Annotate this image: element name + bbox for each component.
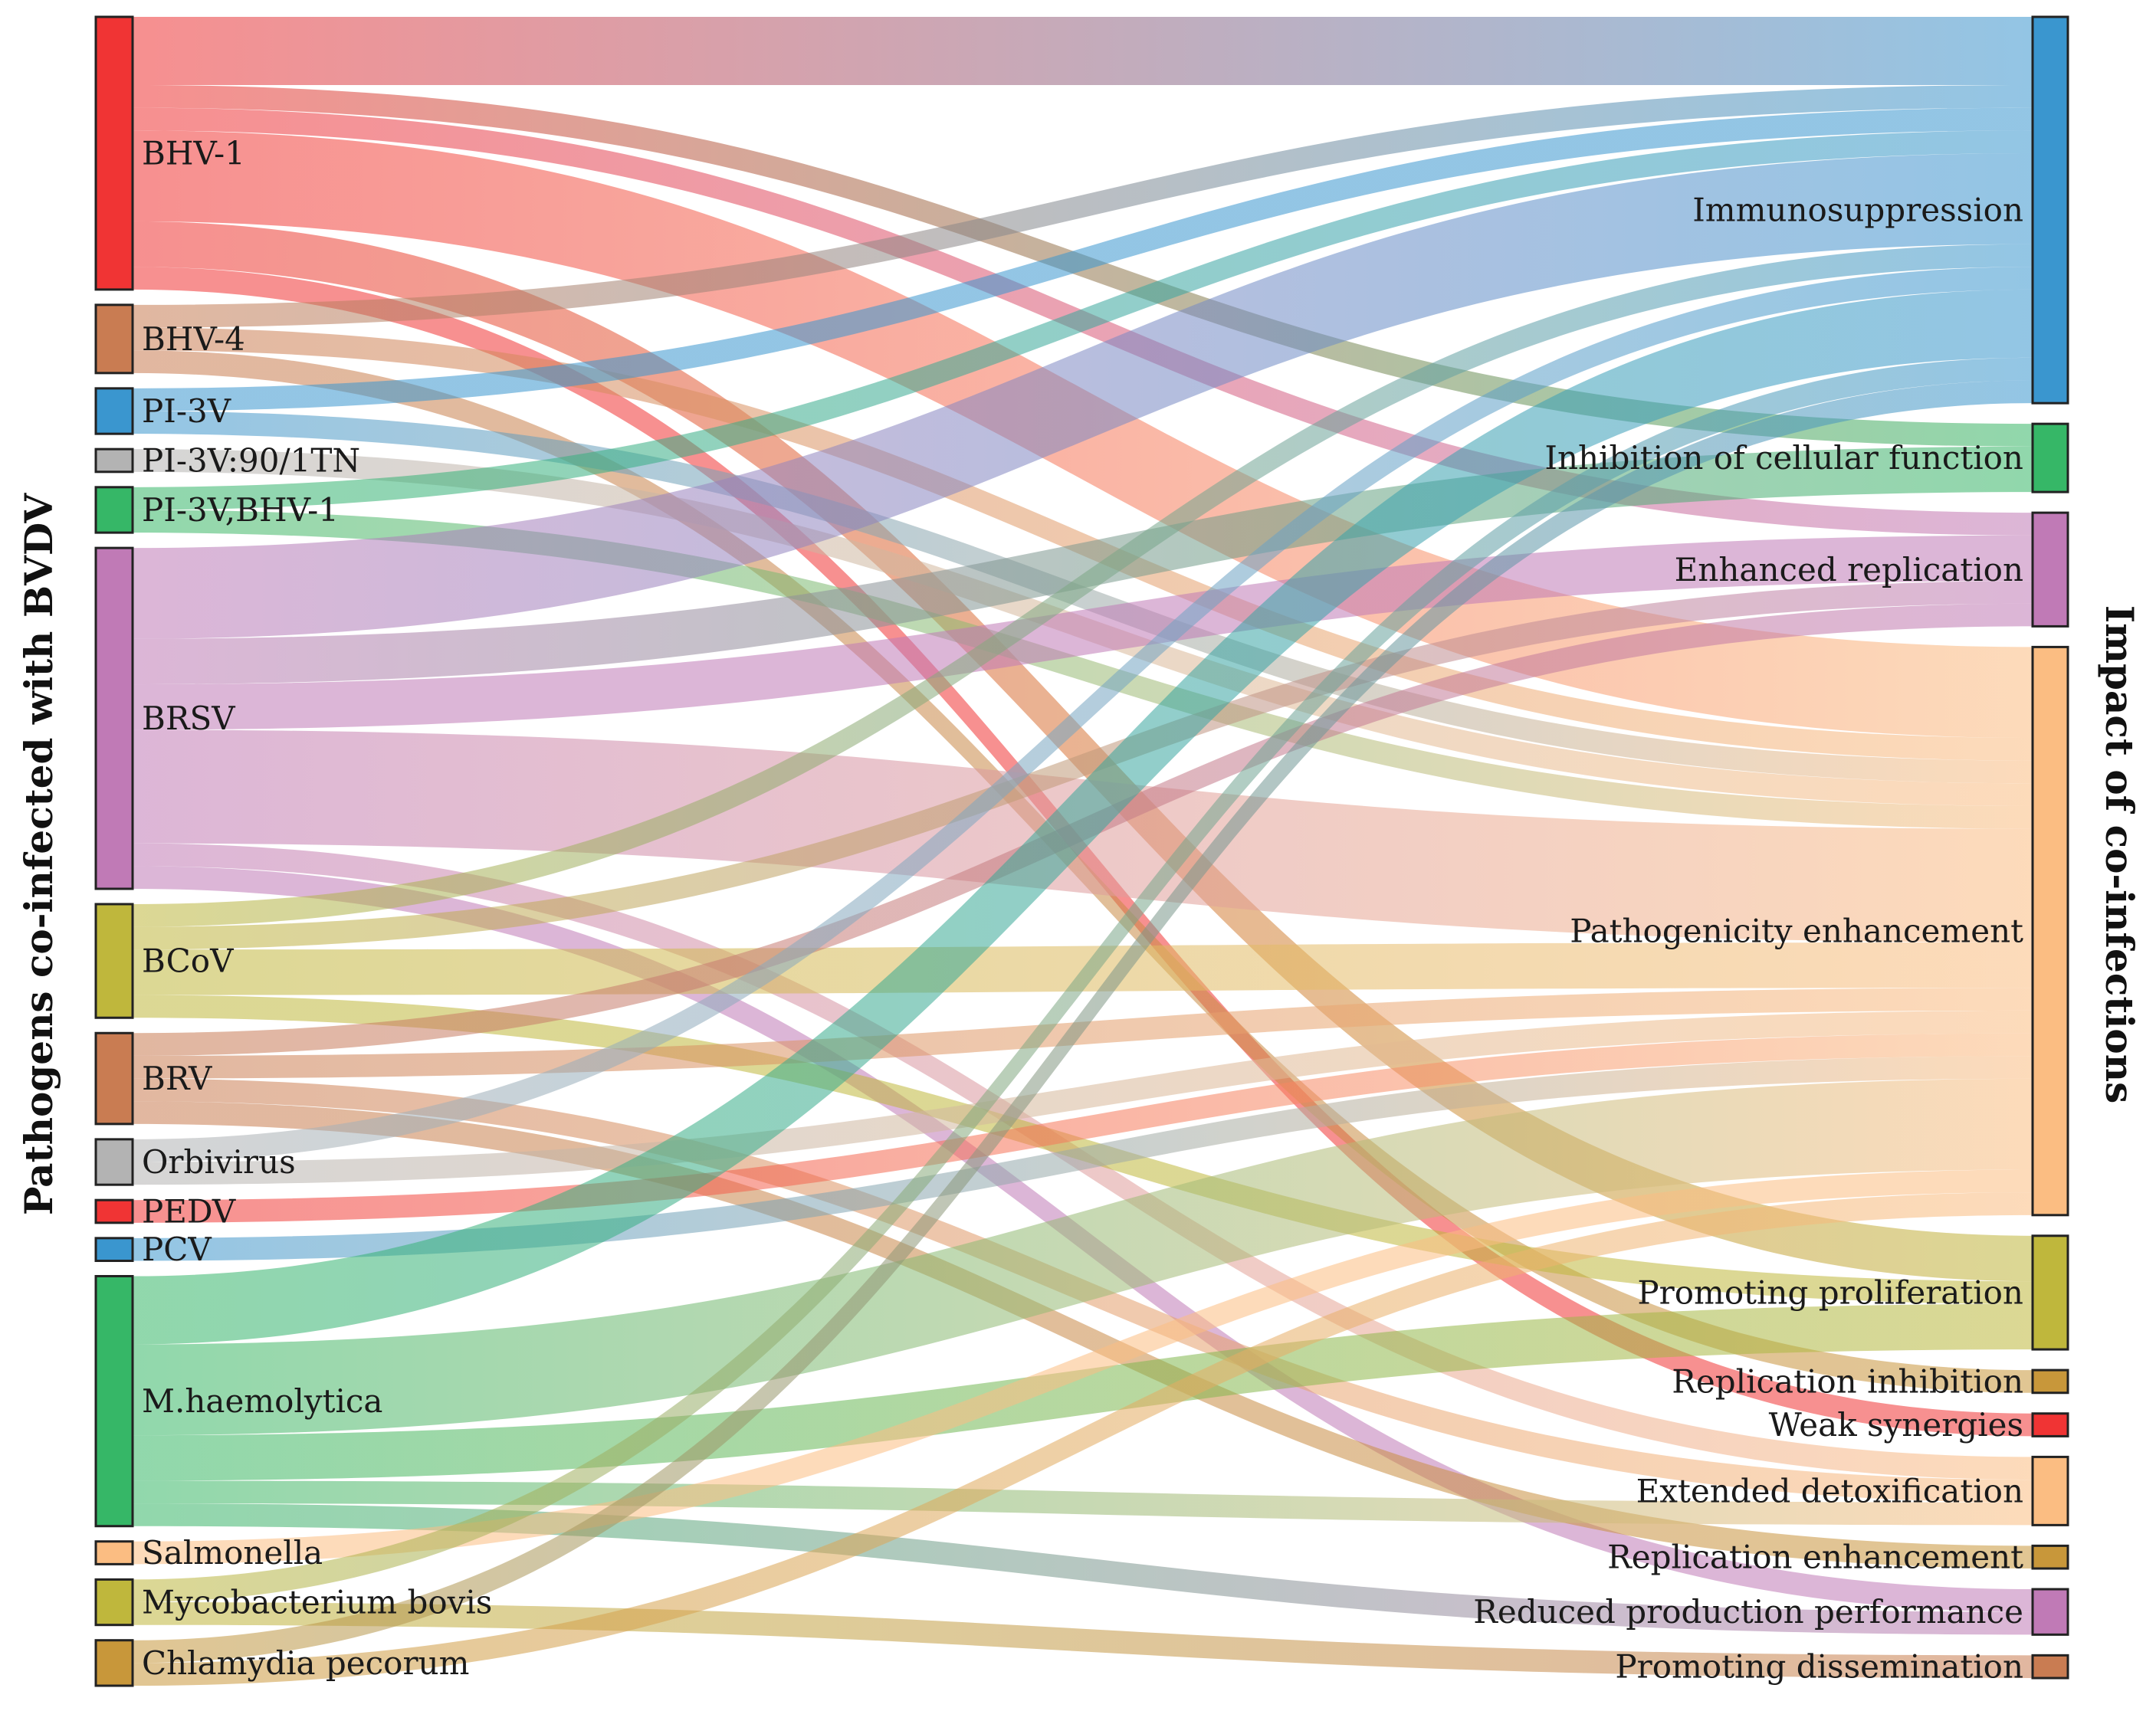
- source-label-pcv: PCV: [142, 1231, 212, 1268]
- left-axis-title: Pathogens co-infected with BVDV: [16, 493, 61, 1215]
- target-node-promoting-proliferation: [2031, 1234, 2069, 1351]
- link-pi-3v-bhv-1-to-immunosuppression: [133, 130, 2033, 510]
- source-node-brv: [94, 1031, 134, 1126]
- source-label-brv: BRV: [142, 1060, 212, 1097]
- source-label-mycobacterium-bovis: Mycobacterium bovis: [142, 1584, 492, 1621]
- link-bcov-to-immunosuppression: [133, 244, 2033, 927]
- target-node-replication-inhibition: [2031, 1368, 2069, 1395]
- target-node-immunosuppression: [2031, 15, 2069, 405]
- nodes-layer: [94, 15, 2069, 1687]
- source-label-bhv-1: BHV-1: [142, 134, 245, 172]
- source-node-bhv-1: [94, 15, 134, 291]
- target-node-enhanced-replication: [2031, 511, 2069, 628]
- link-m-haemolytica-to-promoting-proliferation: [133, 1303, 2033, 1481]
- link-pi-3v-to-immunosuppression: [133, 107, 2033, 411]
- source-label-bcov: BCoV: [142, 942, 234, 980]
- source-node-brsv: [94, 546, 134, 890]
- source-node-pi-3v-bhv-1: [94, 486, 134, 534]
- source-label-m-haemolytica: M.haemolytica: [142, 1382, 382, 1420]
- link-brsv-to-enhanced-replication: [133, 535, 2033, 730]
- links-layer: [133, 17, 2033, 1686]
- target-node-promoting-dissemination: [2031, 1654, 2069, 1680]
- source-label-chlamydia-pecorum: Chlamydia pecorum: [142, 1644, 469, 1682]
- target-label-promoting-proliferation: Promoting proliferation: [1637, 1273, 2023, 1311]
- target-node-reduced-production-performance: [2031, 1588, 2069, 1636]
- link-brv-to-replication-enhancement: [133, 1101, 2033, 1569]
- link-orbivirus-to-immunosuppression: [133, 267, 2033, 1162]
- link-pi-3v-to-pathogenicity-enhancement: [133, 411, 2033, 784]
- source-node-pedv: [94, 1198, 134, 1224]
- source-node-orbivirus: [94, 1138, 134, 1186]
- target-node-extended-detoxification: [2031, 1455, 2069, 1526]
- link-m-haemolytica-to-reduced-production-performance: [133, 1503, 2033, 1635]
- link-bcov-to-enhanced-replication: [133, 581, 2033, 950]
- link-pcv-to-pathogenicity-enhancement: [133, 1056, 2033, 1261]
- source-label-pi-3v-bhv-1: PI-3V,BHV-1: [142, 491, 339, 529]
- link-chlamydia-pecorum-to-pathogenicity-enhancement: [133, 1192, 2033, 1686]
- source-label-pi-3v: PI-3V: [142, 392, 231, 430]
- source-label-brsv: BRSV: [142, 700, 235, 737]
- source-label-pi-3v-90-1tn: PI-3V:90/1TN: [142, 441, 360, 479]
- target-label-pathogenicity-enhancement: Pathogenicity enhancement: [1570, 913, 2023, 950]
- target-node-inhibition-of-cellular-function: [2031, 422, 2069, 493]
- target-label-extended-detoxification: Extended detoxification: [1636, 1472, 2023, 1509]
- target-label-replication-inhibition: Replication inhibition: [1672, 1362, 2023, 1400]
- target-node-weak-synergies: [2031, 1412, 2069, 1437]
- link-chlamydia-pecorum-to-immunosuppression: [133, 380, 2033, 1663]
- target-label-enhanced-replication: Enhanced replication: [1675, 551, 2023, 588]
- right-axis-title: Impact of co-infections: [2097, 605, 2142, 1103]
- source-label-orbivirus: Orbivirus: [142, 1143, 296, 1181]
- source-node-mycobacterium-bovis: [94, 1578, 134, 1627]
- source-node-bhv-4: [94, 303, 134, 375]
- target-label-reduced-production-performance: Reduced production performance: [1473, 1593, 2023, 1631]
- link-m-haemolytica-to-immunosuppression: [133, 289, 2033, 1345]
- link-bhv-1-to-immunosuppression: [133, 17, 2033, 85]
- link-pi-3v-bhv-1-to-pathogenicity-enhancement: [133, 510, 2033, 829]
- source-label-salmonella: Salmonella: [142, 1534, 323, 1572]
- source-label-pedv: PEDV: [142, 1193, 236, 1231]
- link-brsv-to-immunosuppression: [133, 152, 2033, 639]
- target-label-immunosuppression: Immunosuppression: [1692, 192, 2023, 229]
- target-label-replication-enhancement: Replication enhancement: [1607, 1539, 2023, 1576]
- link-bhv-4-to-immunosuppression: [133, 84, 2033, 328]
- link-bhv-1-to-promoting-proliferation: [133, 221, 2033, 1282]
- link-pedv-to-pathogenicity-enhancement: [133, 1033, 2033, 1223]
- target-label-promoting-dissemination: Promoting dissemination: [1615, 1648, 2023, 1686]
- link-salmonella-to-pathogenicity-enhancement: [133, 1169, 2033, 1565]
- link-m-haemolytica-to-extended-detoxification: [133, 1480, 2033, 1526]
- target-node-pathogenicity-enhancement: [2031, 645, 2069, 1217]
- labels-layer: BHV-1 BHV-4 PI-3V PI-3V:90/1TN PI-3V,BHV-1 BR…: [142, 134, 2023, 1685]
- source-node-salmonella: [94, 1540, 134, 1565]
- source-node-m-haemolytica: [94, 1275, 134, 1528]
- source-node-bcov: [94, 903, 134, 1019]
- target-node-replication-enhancement: [2031, 1544, 2069, 1570]
- source-node-pi-3v: [94, 387, 134, 435]
- target-label-inhibition-of-cellular-function: Inhibition of cellular function: [1544, 439, 2023, 477]
- link-orbivirus-to-pathogenicity-enhancement: [133, 1010, 2033, 1185]
- source-label-bhv-4: BHV-4: [142, 320, 245, 358]
- target-label-weak-synergies: Weak synergies: [1769, 1406, 2023, 1444]
- source-node-pi-3v-90-1tn: [94, 447, 134, 474]
- link-mycobacterium-bovis-to-immunosuppression: [133, 357, 2033, 1603]
- link-m-haemolytica-to-pathogenicity-enhancement: [133, 1078, 2033, 1436]
- source-node-pcv: [94, 1237, 134, 1262]
- source-node-chlamydia-pecorum: [94, 1639, 134, 1687]
